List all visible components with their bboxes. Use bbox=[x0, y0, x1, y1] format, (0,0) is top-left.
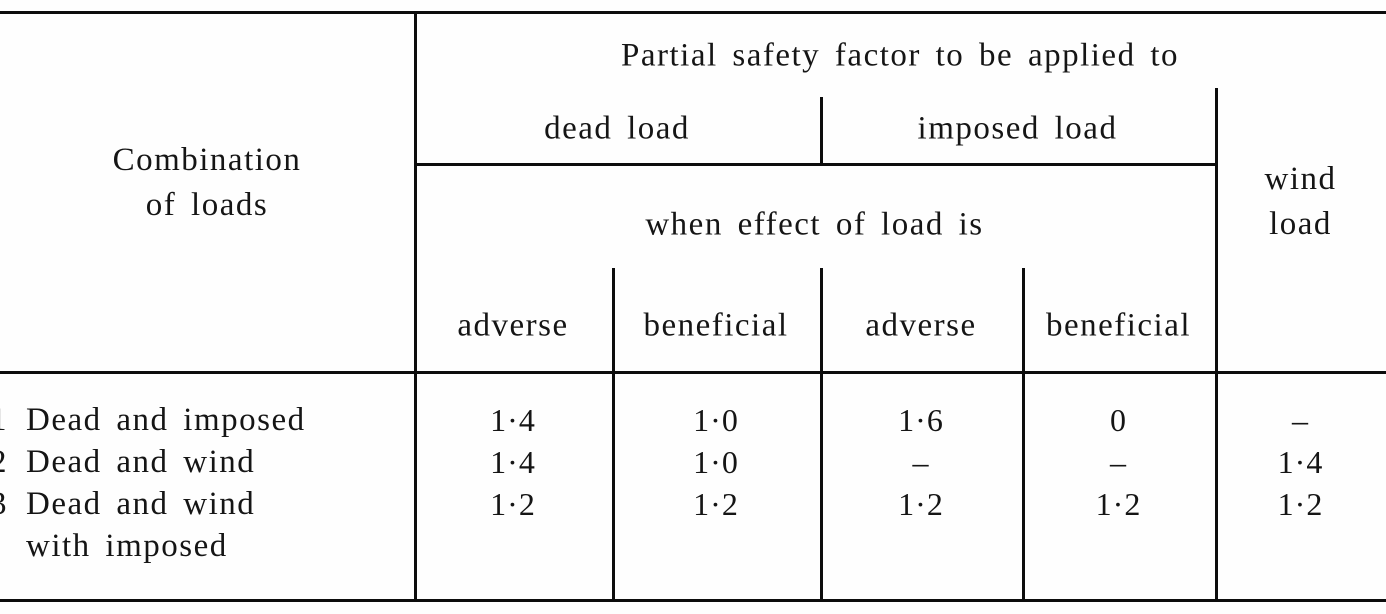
table-row-label-1: 1 Dead and imposed bbox=[0, 399, 412, 441]
row-label-3: Dead and wind bbox=[26, 486, 256, 522]
cell-wind-row1: – bbox=[1292, 402, 1309, 438]
cell-imposed-beneficial-row3: 1·2 bbox=[1095, 486, 1142, 522]
cell-imposed-beneficial-row1: 0 bbox=[1110, 402, 1127, 438]
wind-load-column-header: wind load bbox=[1215, 157, 1386, 247]
rule-imposed-adverse-beneficial-split bbox=[1022, 268, 1025, 602]
cell-dead-adverse-row1: 1·4 bbox=[490, 402, 536, 438]
dead-beneficial-subheader: beneficial bbox=[643, 307, 789, 344]
table-border-top bbox=[0, 11, 1386, 14]
rule-under-load-headers bbox=[414, 163, 1218, 166]
cell-imposed-beneficial-row2: – bbox=[1110, 444, 1127, 480]
when-effect-of-load-header: when effect of load is bbox=[645, 206, 984, 243]
combination-header-line1: Combination bbox=[112, 142, 302, 178]
rule-dead-imposed-body-split bbox=[820, 268, 823, 602]
cell-wind-row3: 1·2 bbox=[1277, 486, 1324, 522]
group-header-partial-safety-factor: Partial safety factor to be applied to bbox=[621, 37, 1179, 74]
cell-dead-beneficial-row2: 1·0 bbox=[693, 444, 739, 480]
row-label-2: Dead and wind bbox=[26, 444, 256, 480]
combination-header-line2: of loads bbox=[145, 187, 269, 223]
table-row-label-3: 3 Dead and wind bbox=[0, 483, 412, 525]
rule-dead-imposed-header-split bbox=[820, 97, 823, 166]
row-number-2: 2 bbox=[0, 441, 8, 483]
cell-dead-beneficial-row3: 1·2 bbox=[693, 486, 739, 522]
cell-imposed-adverse-row2: – bbox=[912, 444, 930, 480]
combination-of-loads-header: Combination of loads bbox=[0, 138, 414, 228]
row-label-1: Dead and imposed bbox=[26, 402, 306, 438]
imposed-beneficial-subheader: beneficial bbox=[1045, 307, 1192, 344]
cell-wind-row2: 1·4 bbox=[1277, 444, 1324, 480]
cell-dead-beneficial-row1: 1·0 bbox=[693, 402, 739, 438]
row-number-1: 1 bbox=[0, 399, 8, 441]
table-border-bottom bbox=[0, 599, 1386, 602]
imposed-adverse-subheader: adverse bbox=[865, 307, 977, 344]
row-number-3: 3 bbox=[0, 483, 8, 525]
cell-imposed-adverse-row3: 1·2 bbox=[898, 486, 944, 522]
rule-after-combination-column bbox=[414, 11, 417, 602]
wind-load-header-line2: load bbox=[1269, 206, 1332, 242]
table-row-label-3-continued: with imposed bbox=[0, 525, 412, 567]
rule-before-wind-column bbox=[1215, 88, 1218, 602]
dead-adverse-subheader: adverse bbox=[457, 307, 569, 344]
cell-imposed-adverse-row1: 1·6 bbox=[898, 402, 944, 438]
row-label-3-line2: with imposed bbox=[26, 528, 228, 564]
dead-load-column-header: dead load bbox=[544, 110, 690, 147]
rule-dead-adverse-beneficial-split bbox=[612, 268, 615, 602]
rule-header-body-separator bbox=[0, 371, 1386, 374]
cell-dead-adverse-row2: 1·4 bbox=[490, 444, 536, 480]
imposed-load-column-header: imposed load bbox=[917, 110, 1118, 147]
cell-dead-adverse-row3: 1·2 bbox=[490, 486, 536, 522]
table-row-label-2: 2 Dead and wind bbox=[0, 441, 412, 483]
wind-load-header-line1: wind bbox=[1264, 161, 1337, 197]
